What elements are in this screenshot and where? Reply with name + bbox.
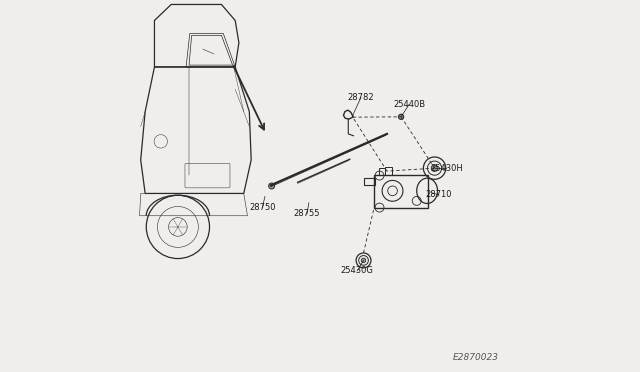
Text: 28710: 28710 bbox=[426, 190, 452, 199]
Text: 25440B: 25440B bbox=[393, 100, 426, 109]
Circle shape bbox=[399, 114, 404, 119]
Text: 28750: 28750 bbox=[249, 203, 276, 212]
Text: 28755: 28755 bbox=[294, 209, 320, 218]
Circle shape bbox=[362, 258, 365, 263]
Circle shape bbox=[269, 183, 275, 189]
Circle shape bbox=[431, 165, 438, 171]
Text: 25430G: 25430G bbox=[340, 266, 374, 275]
Text: E2870023: E2870023 bbox=[452, 353, 499, 362]
Text: 28782: 28782 bbox=[348, 93, 374, 102]
Text: 25430H: 25430H bbox=[430, 164, 463, 173]
